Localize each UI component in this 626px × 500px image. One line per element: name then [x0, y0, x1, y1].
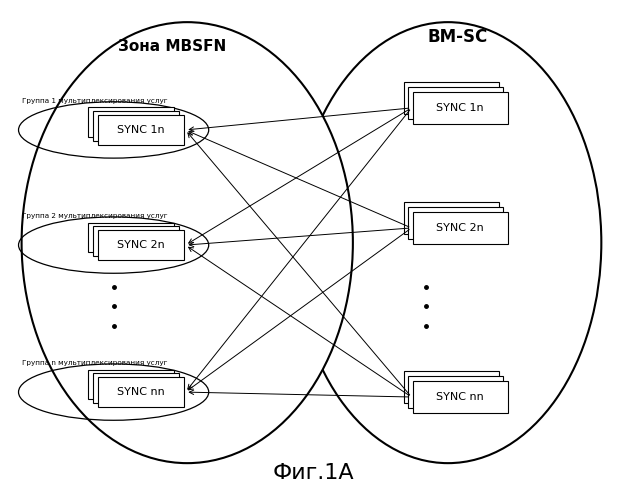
FancyBboxPatch shape	[408, 87, 503, 119]
FancyBboxPatch shape	[408, 376, 503, 408]
FancyBboxPatch shape	[404, 202, 499, 234]
Text: Зона MBSFN: Зона MBSFN	[118, 39, 226, 54]
Text: Группа 1 мультиплексирования услуг: Группа 1 мультиплексирования услуг	[21, 98, 167, 104]
Text: SYNC 2n: SYNC 2n	[117, 240, 165, 250]
FancyBboxPatch shape	[88, 108, 175, 137]
Ellipse shape	[295, 22, 602, 463]
FancyBboxPatch shape	[408, 207, 503, 239]
FancyBboxPatch shape	[404, 372, 499, 403]
FancyBboxPatch shape	[88, 370, 175, 399]
Text: Группа 2 мультиплексирования услуг: Группа 2 мультиплексирования услуг	[21, 214, 167, 220]
Text: SYNC 1n: SYNC 1n	[118, 125, 165, 135]
Text: SYNC 2n: SYNC 2n	[436, 223, 484, 233]
FancyBboxPatch shape	[404, 82, 499, 114]
FancyBboxPatch shape	[93, 112, 179, 140]
FancyBboxPatch shape	[93, 226, 179, 256]
Text: SYNC 1n: SYNC 1n	[436, 103, 484, 113]
Text: Группа n мультиплексирования услуг: Группа n мультиплексирования услуг	[21, 360, 167, 366]
FancyBboxPatch shape	[413, 212, 508, 244]
FancyBboxPatch shape	[98, 116, 184, 144]
Text: Фиг.1А: Фиг.1А	[272, 463, 354, 483]
FancyBboxPatch shape	[98, 230, 184, 260]
Text: BM-SC: BM-SC	[427, 28, 487, 46]
Text: SYNC nn: SYNC nn	[436, 392, 484, 402]
FancyBboxPatch shape	[413, 381, 508, 413]
FancyBboxPatch shape	[413, 92, 508, 124]
FancyBboxPatch shape	[98, 378, 184, 407]
Text: SYNC nn: SYNC nn	[117, 387, 165, 397]
FancyBboxPatch shape	[93, 374, 179, 403]
Ellipse shape	[21, 22, 353, 463]
FancyBboxPatch shape	[88, 222, 175, 252]
